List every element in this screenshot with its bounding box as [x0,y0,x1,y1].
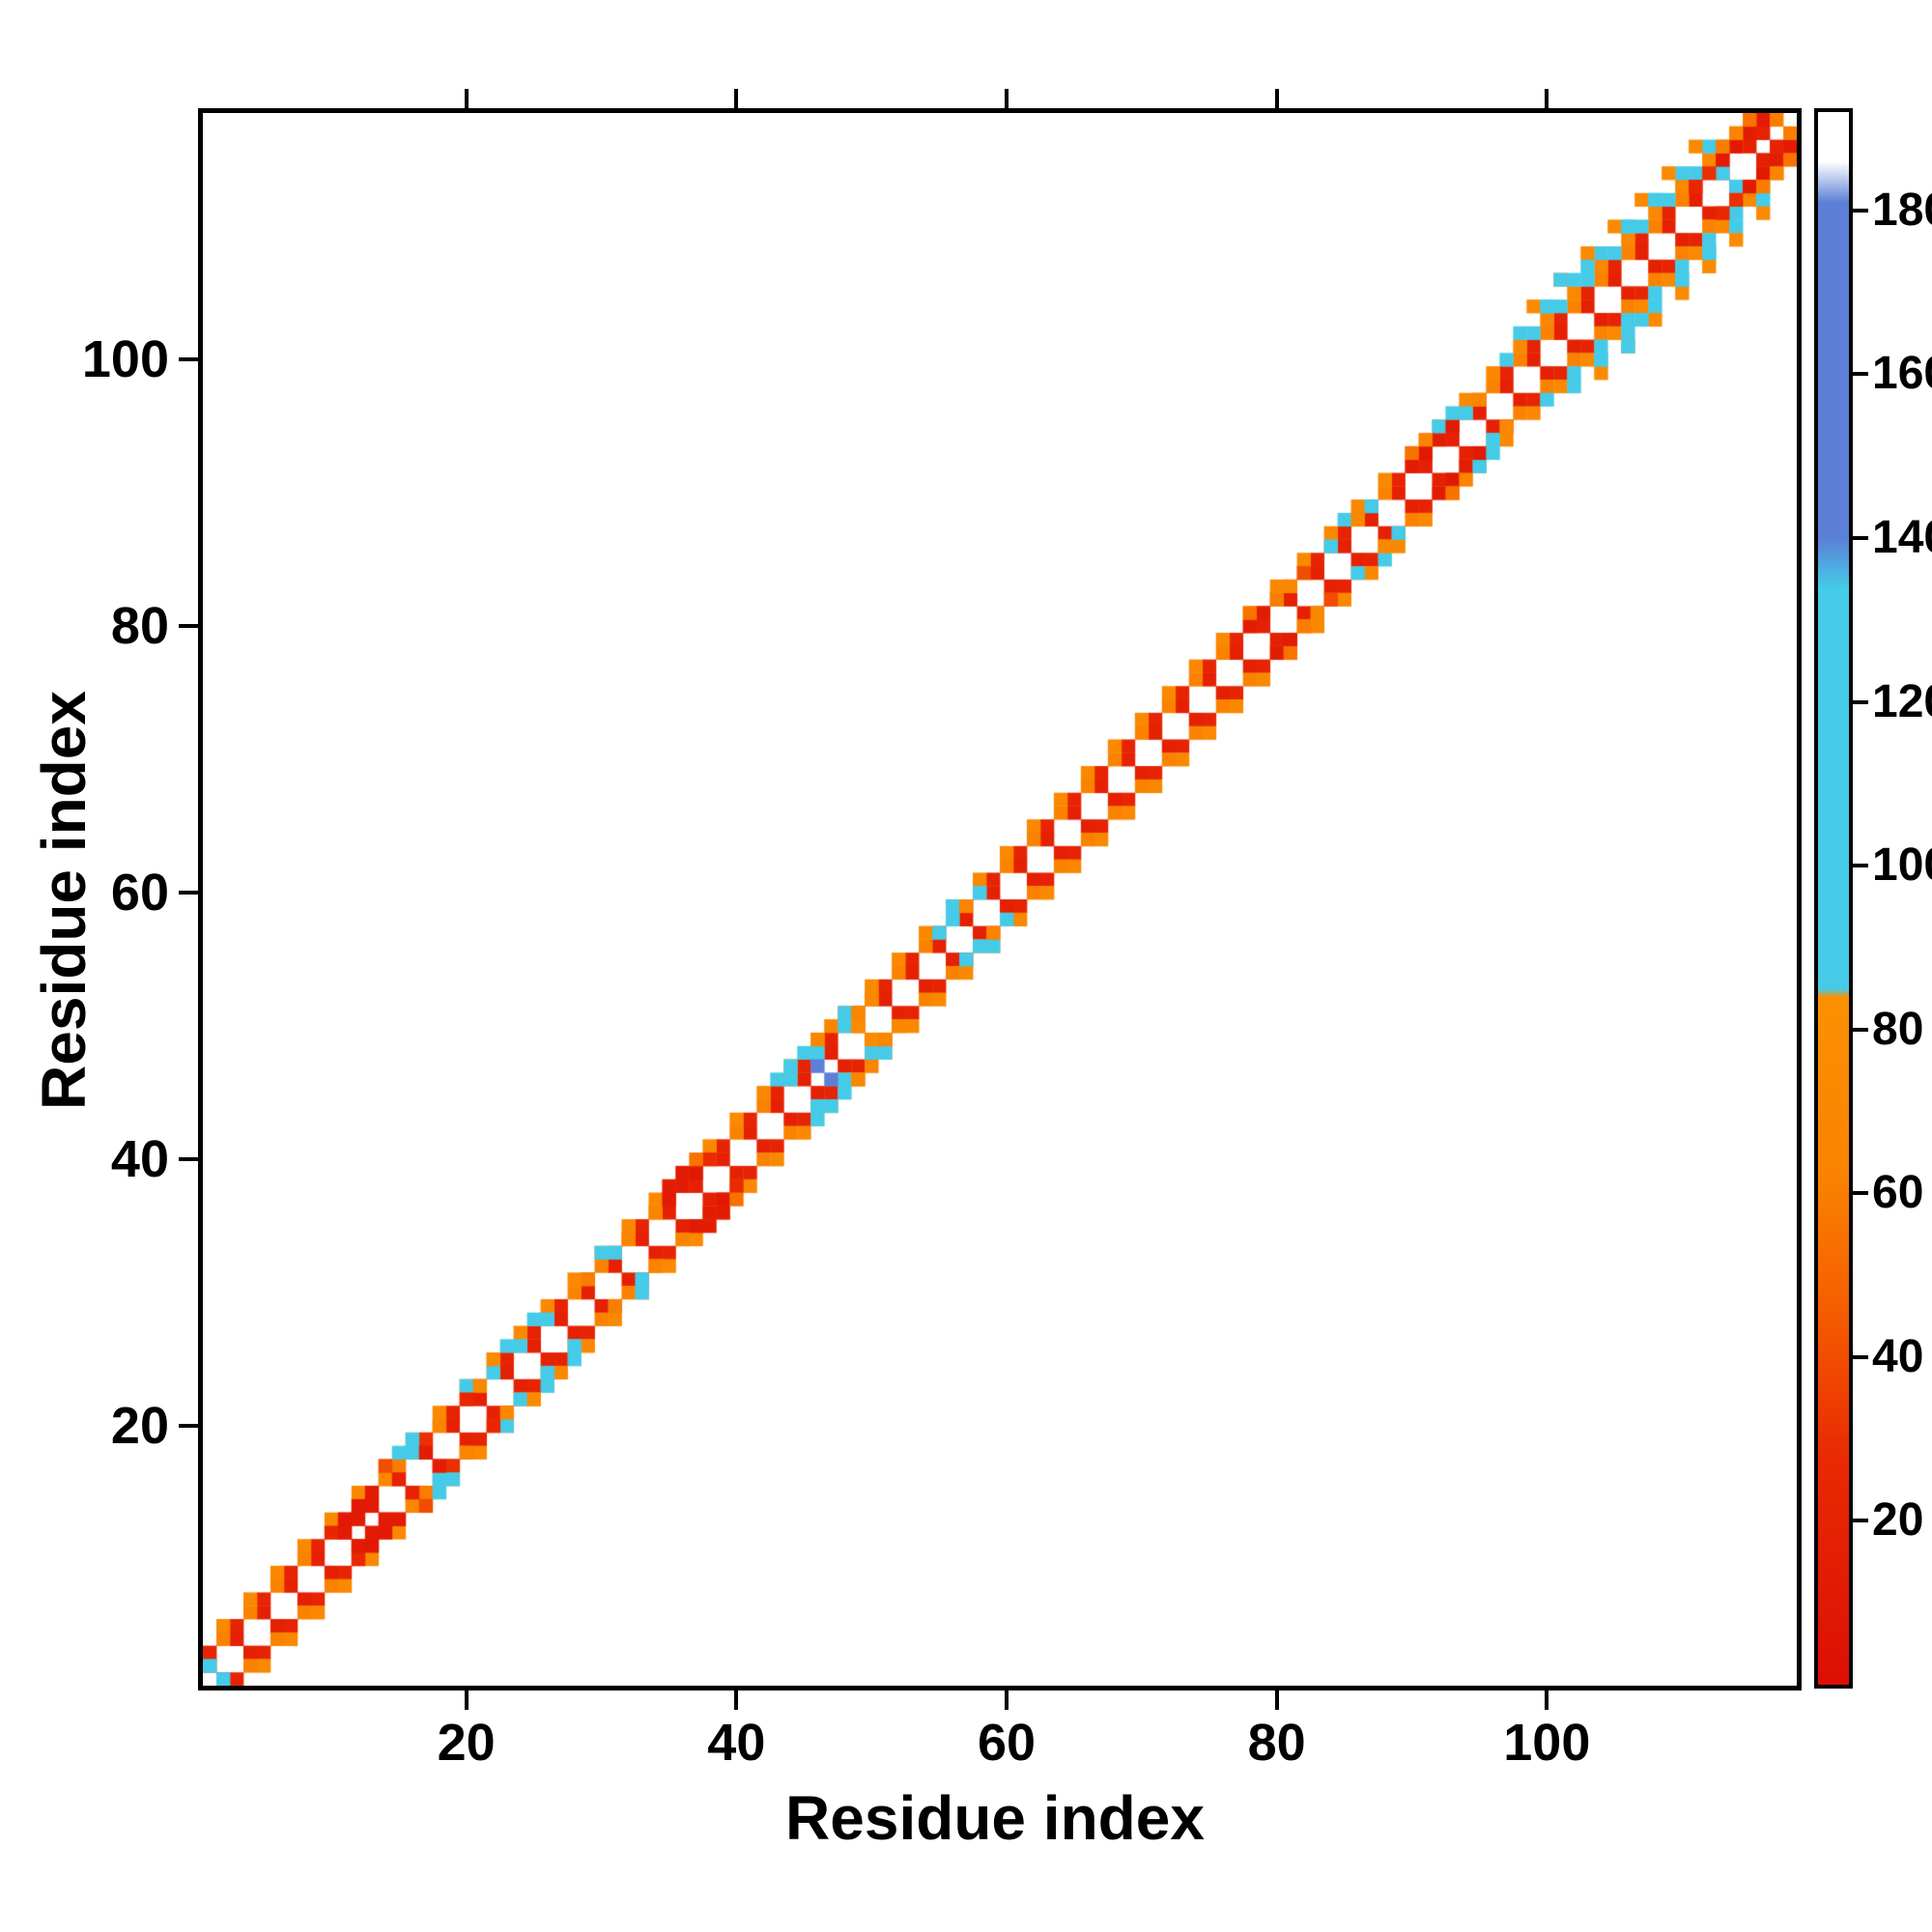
x-tick-mark [734,1690,739,1710]
y-tick-label: 100 [81,330,169,389]
colorbar-canvas [1818,112,1849,1685]
colorbar-tick-label: 80 [1872,1003,1924,1055]
x-tick-mark [1274,1690,1279,1710]
y-tick-mark [179,1157,198,1162]
x-tick-label: 40 [707,1714,766,1772]
colorbar-tick-label: 180 [1872,184,1932,236]
y-tick-label: 20 [110,1396,169,1455]
y-tick-mark [179,624,198,629]
y-tick-mark [179,1423,198,1428]
colorbar-tick-label: 20 [1872,1494,1924,1547]
x-tick-label: 80 [1247,1714,1306,1772]
x-tick-mark [1545,1690,1549,1710]
x-tick-mark-top [734,89,739,108]
x-tick-mark-top [1274,89,1279,108]
colorbar-tick-mark [1853,372,1868,377]
x-tick-label: 60 [977,1714,1037,1772]
y-tick-label: 60 [110,864,169,923]
y-tick-label: 40 [110,1130,169,1189]
colorbar-tick-label: 40 [1872,1330,1924,1382]
y-tick-mark [179,891,198,895]
plot-area [198,108,1802,1690]
colorbar-tick-mark [1853,699,1868,704]
colorbar-tick-label: 60 [1872,1167,1924,1219]
x-axis-label: Residue index [785,1783,1205,1853]
x-tick-mark-top [1004,89,1009,108]
x-tick-label: 100 [1503,1714,1591,1772]
heatmap-canvas [203,113,1797,1686]
y-tick-mark [179,357,198,362]
colorbar-tick-mark [1853,1354,1868,1359]
colorbar-tick-label: 140 [1872,511,1932,563]
colorbar-tick-mark [1853,1027,1868,1032]
colorbar-tick-label: 120 [1872,675,1932,727]
x-tick-mark-top [464,89,469,108]
x-tick-mark [464,1690,469,1710]
x-tick-mark-top [1545,89,1549,108]
colorbar-tick-label: 160 [1872,348,1932,400]
colorbar [1814,108,1853,1689]
colorbar-tick-mark [1853,864,1868,868]
colorbar-tick-mark [1853,1191,1868,1196]
x-tick-mark [1004,1690,1009,1710]
x-tick-label: 20 [437,1714,496,1772]
y-tick-label: 80 [110,597,169,656]
colorbar-tick-mark [1853,208,1868,213]
colorbar-tick-mark [1853,1519,1868,1523]
colorbar-tick-mark [1853,535,1868,540]
colorbar-tick-label: 100 [1872,839,1932,892]
